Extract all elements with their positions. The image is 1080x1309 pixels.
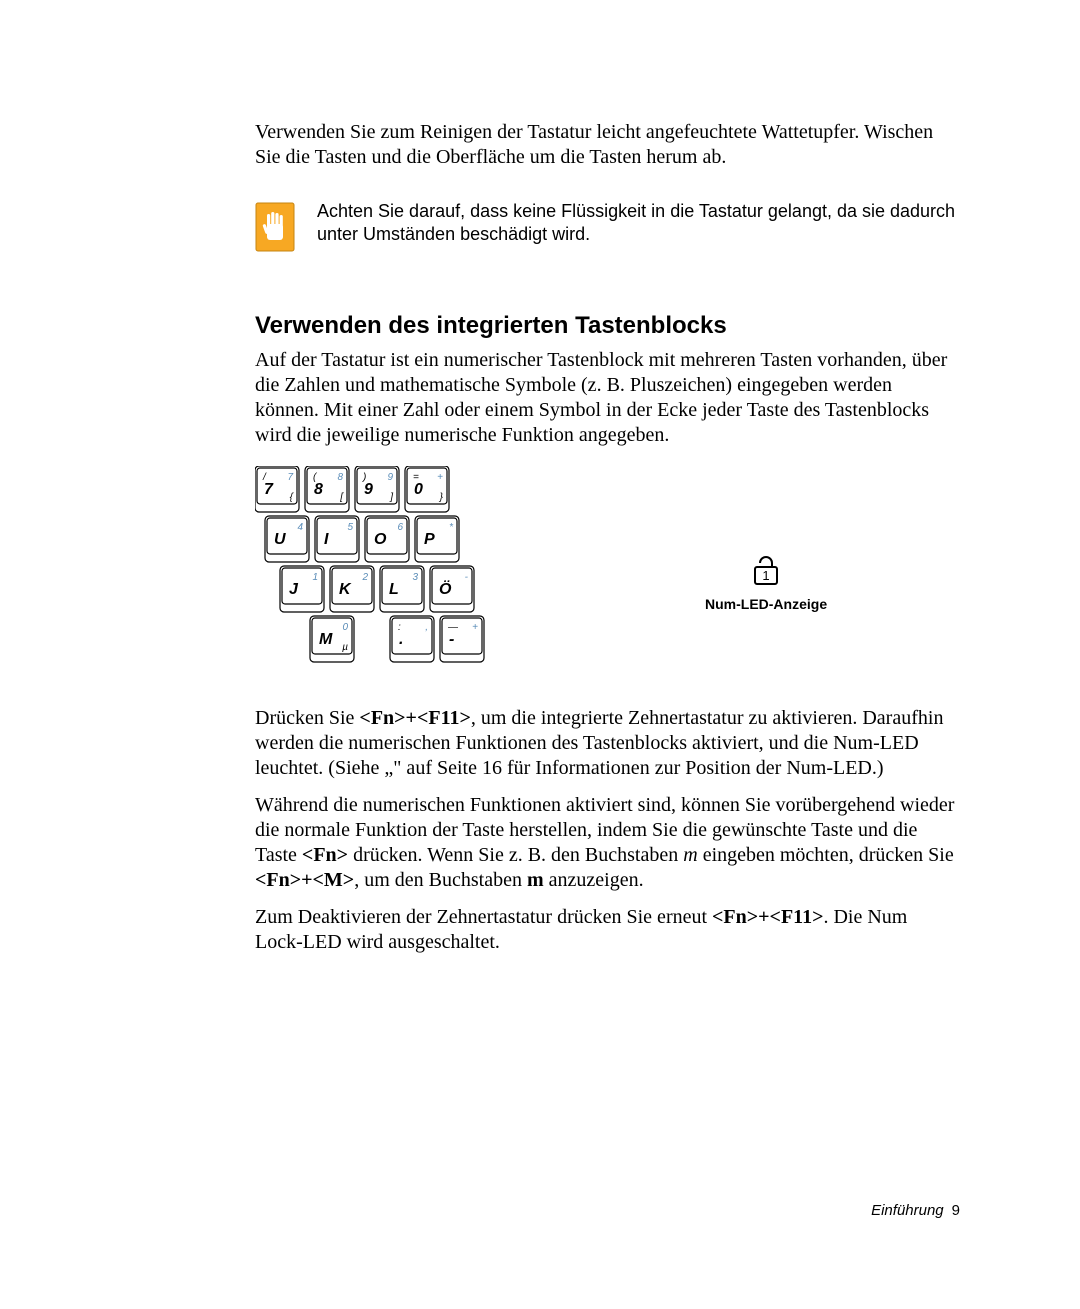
- svg-text:4: 4: [297, 522, 303, 533]
- figure-row: 7/7{8(8[9)9]0=+}U4I5O6P*J1K2L3Ö-M0µ.:,-—…: [255, 466, 960, 676]
- paragraph-deactivate: Zum Deaktivieren der Zehnertastatur drüc…: [255, 905, 960, 955]
- svg-text:O: O: [374, 531, 387, 548]
- svg-text:}: }: [439, 492, 444, 503]
- svg-text:8: 8: [314, 481, 323, 498]
- svg-text::: :: [398, 622, 401, 633]
- svg-text:2: 2: [361, 572, 368, 583]
- intro-paragraph: Verwenden Sie zum Reinigen der Tastatur …: [255, 120, 960, 170]
- svg-text:9: 9: [387, 472, 393, 483]
- svg-text:0: 0: [414, 481, 423, 498]
- svg-text:1: 1: [312, 572, 318, 583]
- text: , um den Buchstaben: [354, 869, 527, 891]
- svg-text:3: 3: [412, 572, 418, 583]
- svg-text:U: U: [274, 531, 286, 548]
- svg-text:P: P: [424, 531, 435, 548]
- key-fn: <Fn>: [302, 844, 348, 866]
- text: Zum Deaktivieren der Zehnertastatur drüc…: [255, 906, 712, 928]
- num-led-caption: Num-LED-Anzeige: [705, 596, 827, 612]
- svg-text:L: L: [389, 581, 399, 598]
- svg-text:,: ,: [425, 622, 428, 633]
- svg-text:=: =: [413, 472, 419, 483]
- key-combo: <Fn>+<F11>: [712, 906, 823, 928]
- svg-text:0: 0: [342, 622, 348, 633]
- key-combo: <Fn>+<M>: [255, 869, 354, 891]
- text: Drücken Sie: [255, 707, 359, 729]
- text: eingeben möchten, drücken Sie: [698, 844, 954, 866]
- caution-note: Achten Sie darauf, dass keine Flüssigkei…: [255, 200, 960, 257]
- text: anzuzeigen.: [544, 869, 644, 891]
- svg-text:7: 7: [287, 472, 293, 483]
- footer-title: Einführung: [871, 1202, 944, 1219]
- svg-text:+: +: [472, 622, 478, 633]
- caution-text: Achten Sie darauf, dass keine Flüssigkei…: [317, 200, 960, 247]
- svg-text:—: —: [447, 622, 459, 633]
- letter-m-italic: m: [683, 844, 697, 866]
- svg-text:Ö: Ö: [439, 579, 452, 598]
- svg-text:µ: µ: [342, 642, 348, 653]
- section-intro: Auf der Tastatur ist ein numerischer Tas…: [255, 348, 960, 448]
- svg-text:1: 1: [762, 568, 769, 583]
- page-footer: Einführung 9: [871, 1202, 960, 1219]
- svg-text:K: K: [339, 581, 352, 598]
- paragraph-activate: Drücken Sie <Fn>+<F11>, um die integrier…: [255, 706, 960, 781]
- key-combo: <Fn>+<F11>: [359, 707, 470, 729]
- svg-text:5: 5: [347, 522, 353, 533]
- letter-m-bold: m: [527, 869, 544, 891]
- svg-text:8: 8: [337, 472, 343, 483]
- paragraph-fn-temp: Während die numerischen Funktionen aktiv…: [255, 793, 960, 893]
- svg-text:I: I: [324, 531, 329, 548]
- footer-page-number: 9: [952, 1202, 960, 1219]
- svg-text:J: J: [289, 581, 299, 598]
- keypad-diagram: 7/7{8(8[9)9]0=+}U4I5O6P*J1K2L3Ö-M0µ.:,-—…: [255, 466, 495, 676]
- svg-text:M: M: [319, 631, 333, 648]
- svg-text:): ): [362, 472, 366, 483]
- svg-text:]: ]: [389, 492, 393, 503]
- svg-text:+: +: [437, 472, 443, 483]
- num-led-indicator: 1 Num-LED-Anzeige: [705, 550, 827, 612]
- svg-text:9: 9: [364, 481, 373, 498]
- svg-text:-: -: [449, 631, 454, 648]
- section-heading: Verwenden des integrierten Tastenblocks: [255, 312, 960, 340]
- hand-icon: [255, 202, 295, 257]
- svg-text:6: 6: [397, 522, 403, 533]
- text: drücken. Wenn Sie z. B. den Buchstaben: [348, 844, 683, 866]
- svg-text:7: 7: [264, 481, 274, 498]
- svg-text:.: .: [399, 631, 403, 648]
